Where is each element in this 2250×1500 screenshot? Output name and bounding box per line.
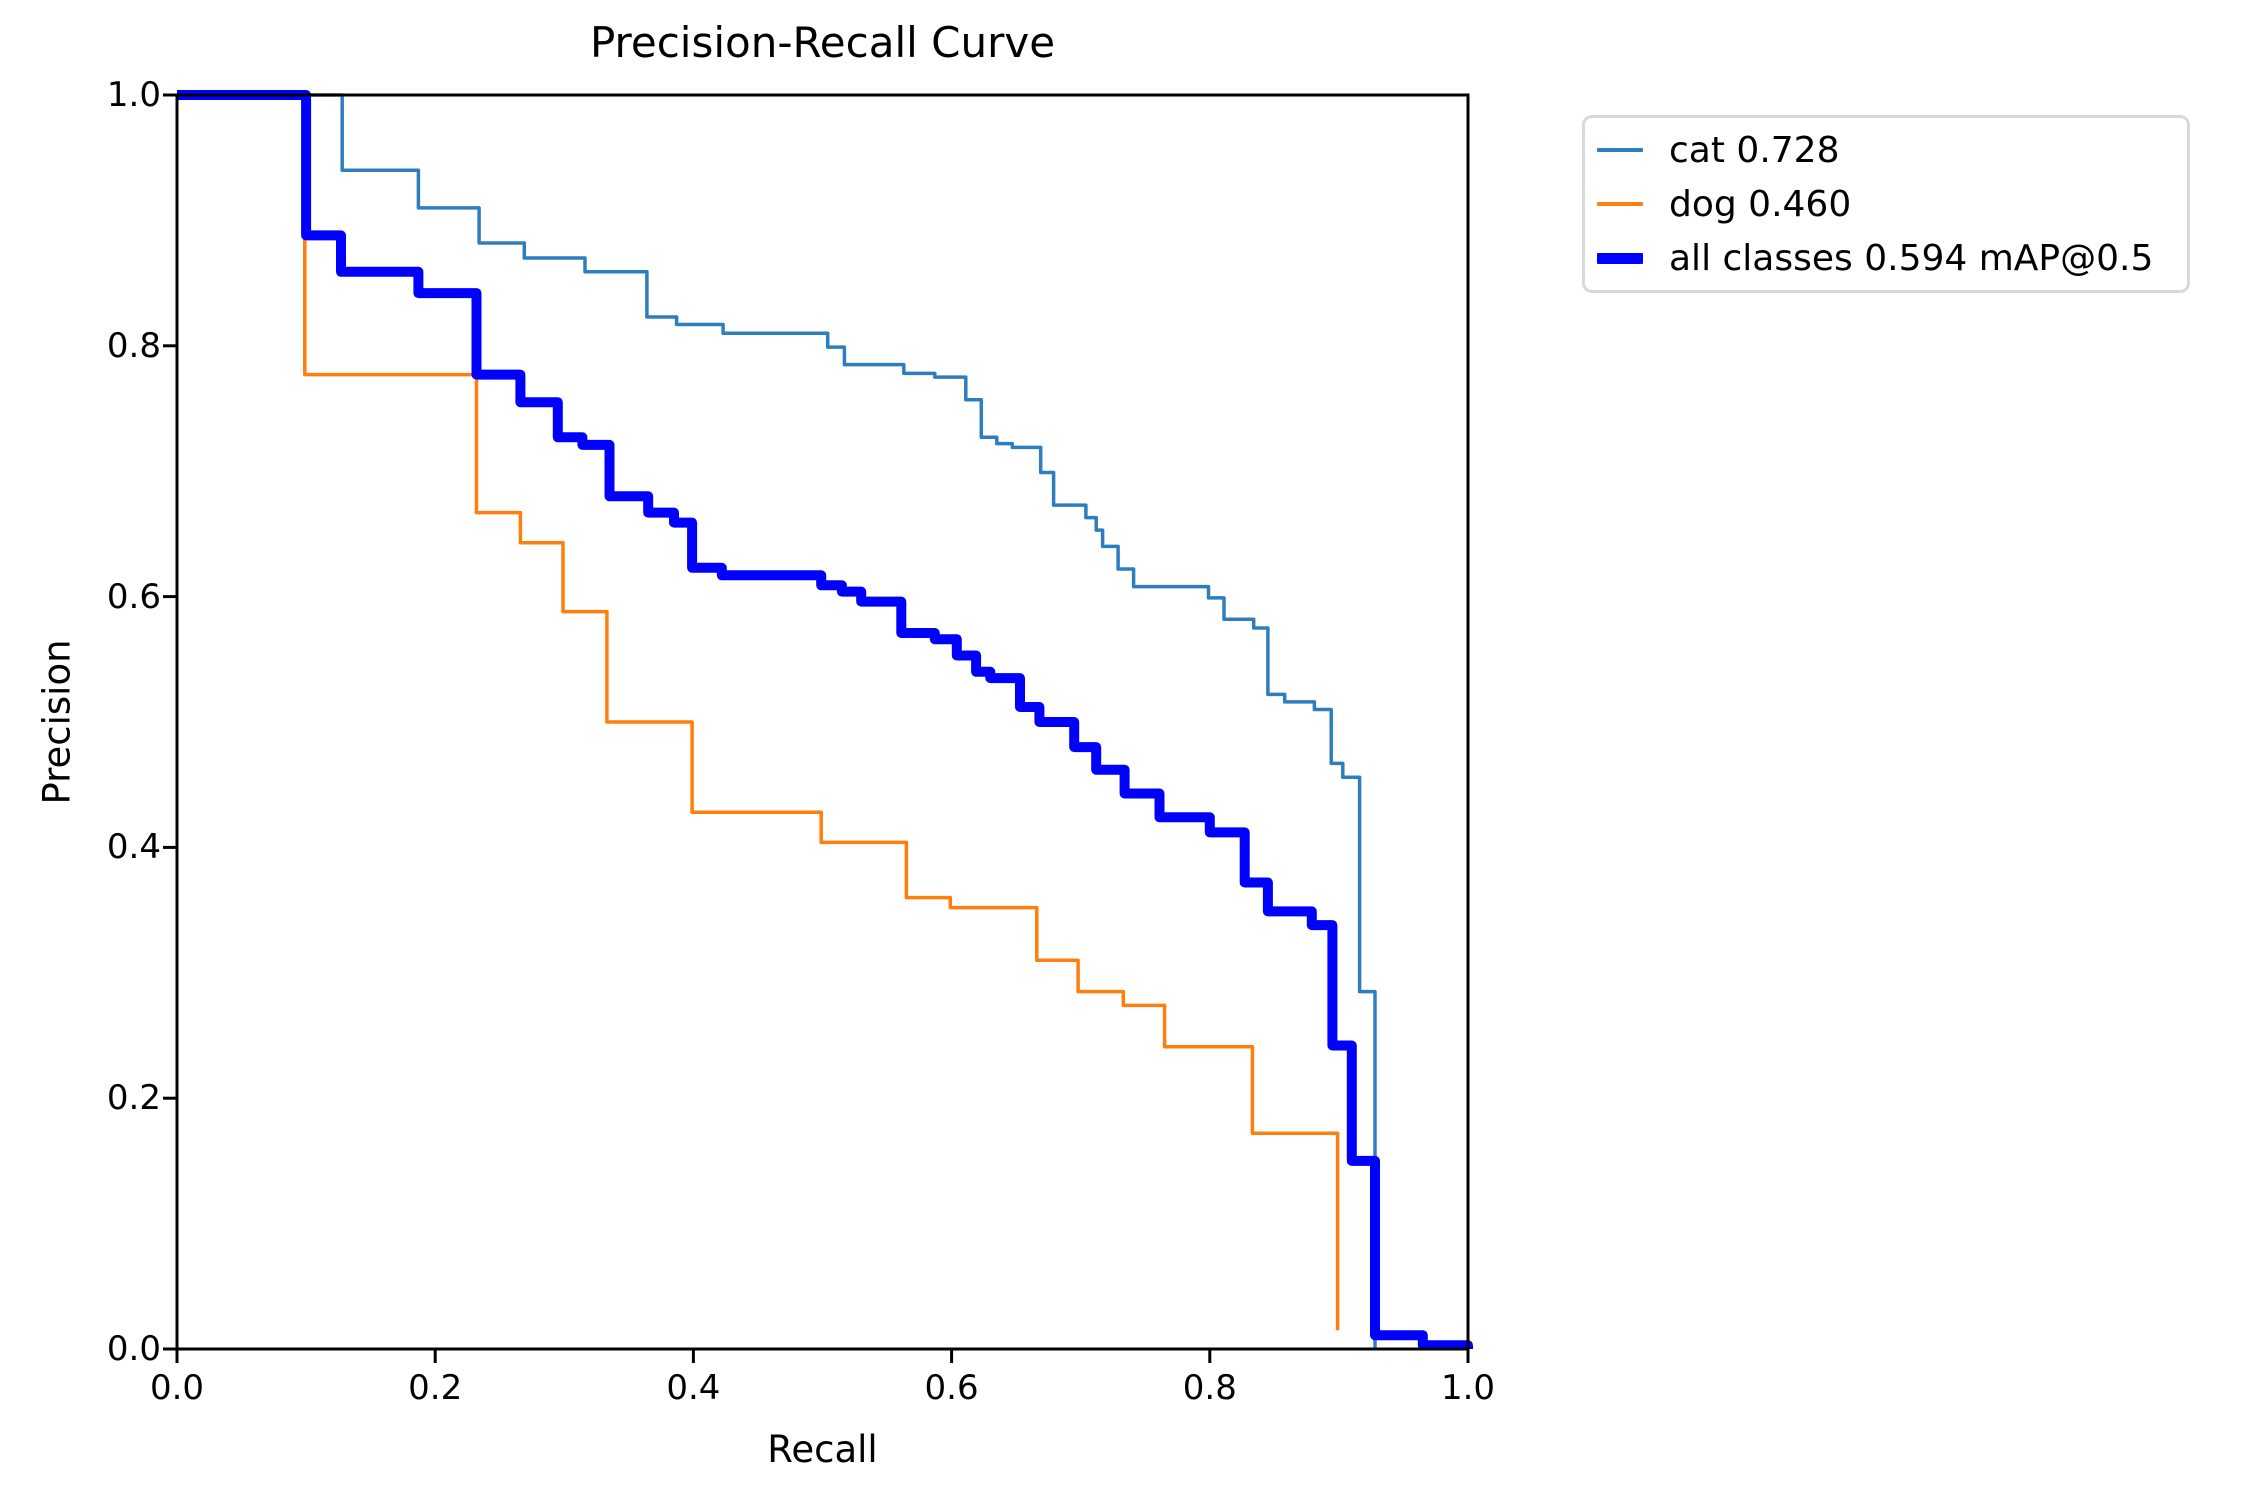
plot-border: [175, 93, 1470, 1351]
y-tick-label: 0.8: [106, 325, 161, 366]
x-tick-label: 0.4: [666, 1368, 721, 1408]
y-axis-label: Precision: [35, 639, 79, 805]
curve-all_classes: [177, 90, 1473, 1351]
legend-label: all classes 0.594 mAP@0.5: [1669, 237, 2154, 279]
x-axis-label: Recall: [767, 1428, 878, 1471]
y-tick-label: 0.6: [106, 576, 161, 617]
curve-cat: [177, 93, 1377, 1349]
legend-item: dog 0.460: [1585, 177, 2187, 231]
legend-label: dog 0.460: [1669, 183, 1852, 225]
y-tick-label: 1.0: [106, 75, 161, 115]
x-tick-label: 0.6: [924, 1368, 979, 1408]
y-tick-label: 0.0: [106, 1329, 161, 1369]
x-tick-label: 1.0: [1440, 1368, 1496, 1408]
legend-label: cat 0.728: [1669, 129, 1840, 171]
legend-line-sample: [1597, 148, 1643, 152]
chart-title: Precision-Recall Curve: [589, 18, 1056, 67]
x-tick-label: 0.2: [408, 1368, 463, 1408]
legend-line-sample: [1597, 202, 1643, 206]
y-tick-label: 0.2: [106, 1078, 161, 1119]
curve-dog: [177, 93, 1340, 1331]
legend-item: cat 0.728: [1585, 123, 2187, 177]
x-tick-label: 0.0: [149, 1368, 205, 1408]
legend: cat 0.728 dog 0.460 all classes 0.594 mAP@…: [1582, 115, 2190, 293]
legend-item: all classes 0.594 mAP@0.5: [1585, 231, 2187, 285]
x-tick-label: 0.8: [1182, 1368, 1237, 1408]
y-tick-label: 0.4: [106, 827, 161, 868]
legend-line-sample: [1597, 252, 1643, 264]
